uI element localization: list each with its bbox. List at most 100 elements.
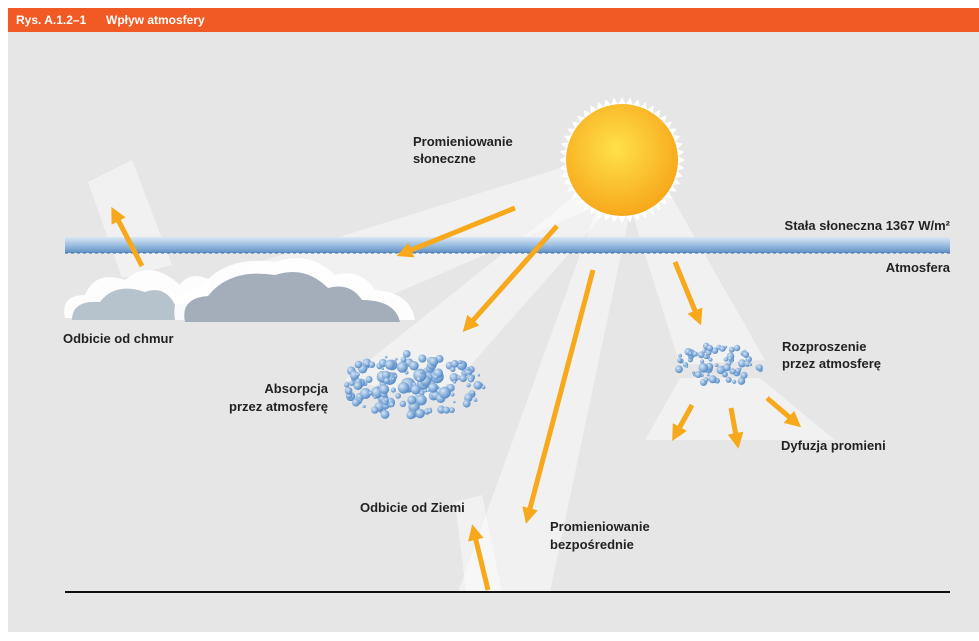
label: Absorpcja	[264, 381, 328, 396]
sun	[559, 97, 685, 223]
particle	[354, 360, 363, 369]
particle	[714, 363, 719, 367]
particle	[433, 374, 439, 380]
background	[8, 32, 979, 632]
particle	[353, 381, 363, 391]
particle	[473, 380, 483, 390]
particle	[389, 402, 395, 408]
particle	[675, 365, 683, 374]
label: Stała słoneczna 1367 W/m²	[785, 218, 951, 233]
particle	[379, 384, 390, 395]
particle	[716, 365, 725, 375]
particle	[409, 360, 419, 371]
particle	[703, 377, 709, 383]
particle	[706, 344, 714, 352]
particle	[394, 357, 398, 361]
label: słoneczne	[413, 151, 476, 166]
particle	[442, 406, 450, 414]
beam	[240, 165, 600, 300]
particle	[428, 382, 439, 393]
particle	[481, 385, 486, 390]
label: przez atmosferę	[229, 399, 328, 414]
particle	[458, 360, 463, 365]
particle	[396, 361, 408, 373]
particle	[368, 391, 373, 396]
particle	[723, 363, 731, 372]
particle	[744, 360, 751, 367]
particle	[727, 356, 733, 361]
particle	[691, 371, 696, 375]
particle	[402, 349, 411, 358]
particle	[685, 365, 689, 369]
particles	[343, 342, 763, 420]
particle	[698, 362, 709, 373]
particle	[418, 354, 427, 363]
particle	[730, 368, 736, 375]
particle	[365, 375, 373, 384]
particle	[371, 406, 379, 414]
particle	[737, 377, 746, 385]
beam	[628, 180, 765, 365]
particle	[477, 373, 481, 377]
particle	[438, 386, 451, 399]
particle	[448, 407, 455, 414]
particle	[406, 410, 415, 420]
particle	[705, 349, 712, 356]
particle	[703, 354, 708, 360]
particle	[756, 364, 763, 371]
particle	[708, 375, 717, 384]
particle	[381, 370, 391, 380]
label: Promieniowanie	[550, 519, 650, 534]
label: Odbicie od chmur	[63, 331, 174, 346]
particle	[415, 394, 427, 406]
particle	[344, 386, 353, 395]
particle	[384, 355, 388, 359]
particle	[427, 408, 433, 414]
particle	[708, 357, 713, 362]
particle	[677, 357, 682, 363]
particle	[384, 359, 395, 370]
particle	[400, 356, 407, 363]
particle	[362, 404, 366, 409]
particle	[692, 351, 698, 357]
particle	[733, 344, 741, 352]
particle	[473, 398, 478, 402]
particle	[738, 359, 747, 368]
particle	[468, 377, 474, 383]
particle	[470, 390, 476, 396]
particle	[410, 384, 421, 395]
particle	[423, 389, 428, 393]
clouds	[64, 258, 415, 322]
label: Odbicie od Ziemi	[360, 500, 465, 515]
particle	[349, 380, 355, 386]
figure-title: Wpływ atmosfery	[106, 13, 205, 27]
particle	[735, 367, 741, 374]
particle	[464, 368, 473, 377]
header-bar	[8, 8, 979, 32]
particle	[728, 346, 735, 353]
label: Atmosfera	[886, 260, 951, 275]
particle	[742, 351, 750, 358]
label: bezpośrednie	[550, 537, 634, 552]
particle	[465, 366, 470, 371]
particle	[449, 373, 459, 383]
particle	[740, 371, 748, 379]
particle	[368, 361, 376, 369]
particle	[391, 377, 395, 381]
particle	[343, 382, 350, 388]
particle	[381, 367, 384, 370]
particle	[699, 359, 705, 364]
particle	[719, 345, 726, 352]
particle	[420, 370, 424, 375]
particle	[404, 370, 409, 375]
particle	[732, 379, 737, 384]
particle	[688, 351, 693, 356]
particle	[725, 376, 732, 383]
particle	[697, 351, 705, 359]
particle	[351, 398, 360, 407]
particle	[466, 383, 471, 388]
particle	[376, 385, 380, 389]
particle	[390, 387, 396, 393]
particle	[407, 395, 417, 405]
